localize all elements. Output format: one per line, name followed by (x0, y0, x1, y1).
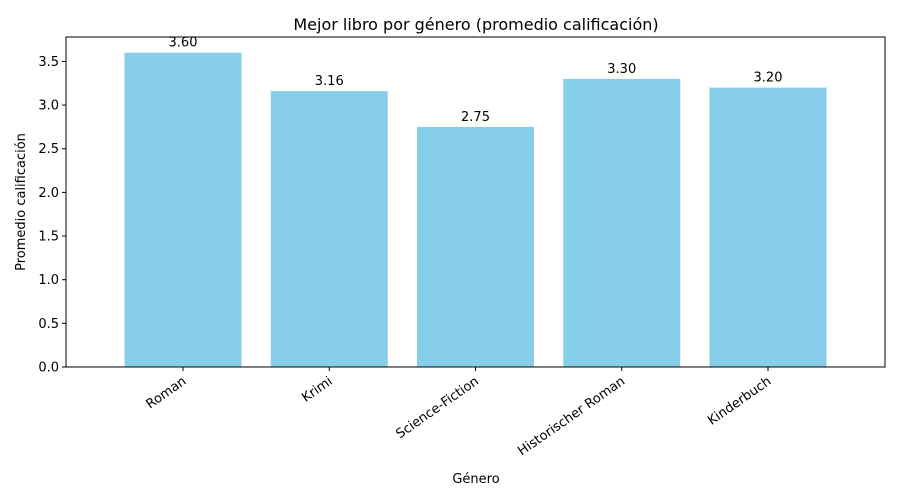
x-tick-label: Historischer Roman (515, 374, 628, 459)
plot-area: 3.60 3.16 2.75 3.30 3.20 0.0 0.5 1.0 1.5 2.0 2.5 3.… (38, 36, 886, 459)
y-axis-label: Promedio calificación (14, 133, 29, 271)
data-label: 3.60 (169, 36, 198, 51)
y-tick-label: 3.0 (38, 99, 59, 114)
y-tick-label: 1.0 (38, 273, 59, 288)
y-tick-label: 2.5 (38, 142, 59, 157)
y-tick-label: 2.0 (38, 186, 59, 201)
y-tick-label: 0.0 (38, 361, 59, 376)
chart-title: Mejor libro por género (promedio calific… (293, 15, 658, 34)
data-label: 3.16 (315, 74, 344, 89)
x-axis-label: Género (452, 472, 499, 487)
bar (563, 78, 681, 368)
data-label: 3.30 (607, 62, 636, 77)
x-tick-label: Science-Fiction (394, 374, 482, 442)
y-tick-label: 0.5 (38, 317, 59, 332)
data-label: 3.20 (754, 71, 783, 86)
x-tick-label: Krimi (299, 374, 335, 406)
bar (270, 91, 388, 367)
bar (124, 52, 242, 367)
bar (709, 87, 827, 367)
data-label: 2.75 (461, 110, 490, 125)
y-tick-label: 3.5 (38, 55, 59, 70)
plot-frame (65, 36, 886, 368)
x-tick-label: Roman (144, 374, 190, 412)
x-tick-label: Kinderbuch (705, 374, 774, 429)
bar (417, 126, 534, 368)
y-tick-label: 1.5 (38, 230, 59, 245)
